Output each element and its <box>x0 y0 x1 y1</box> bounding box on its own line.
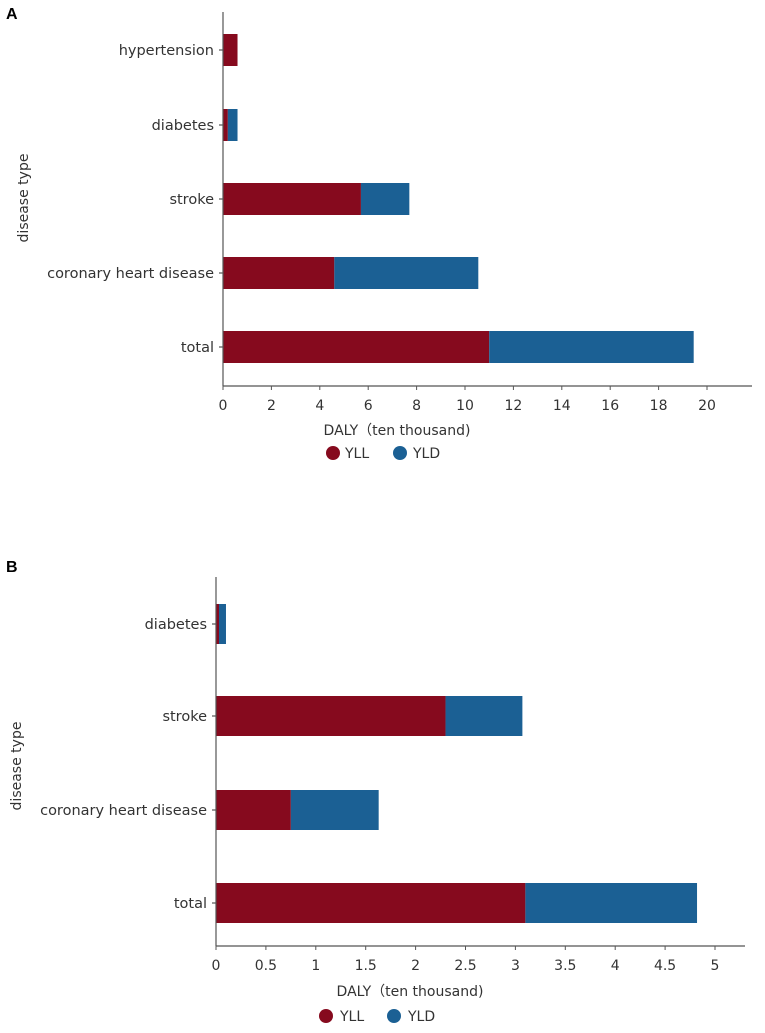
x-tick-label-a-12: 12 <box>504 398 522 414</box>
bar-a-diabetes-yld <box>227 109 238 141</box>
y-tick-label-b-diabetes: diabetes <box>145 617 207 633</box>
x-tick-label-b-4-5: 4.5 <box>654 958 676 974</box>
chart-panel-a: A hypertension diabetes stroke coronary hea… <box>0 0 765 500</box>
legend-label-a-yll: YLL <box>344 446 369 462</box>
x-tick-label-a-0: 0 <box>219 398 228 414</box>
y-axis-title-a: disease type <box>16 154 32 243</box>
bar-a-stroke-yld <box>360 183 410 215</box>
x-axis-title-a: DALY（ten thousand) <box>324 423 471 439</box>
x-tick-label-b-0: 0 <box>212 958 221 974</box>
x-tick-label-a-6: 6 <box>364 398 373 414</box>
y-tick-label-a-diabetes: diabetes <box>152 118 214 134</box>
x-tick-label-b-4: 4 <box>611 958 620 974</box>
chart-a-svg: hypertension diabetes stroke coronary heart… <box>16 12 752 462</box>
legend-label-a-yld: YLD <box>412 446 440 462</box>
x-tick-label-b-1-5: 1.5 <box>355 958 377 974</box>
x-tick-label-b-1: 1 <box>311 958 320 974</box>
bar-a-diabetes-yll <box>223 109 228 141</box>
x-tick-label-a-16: 16 <box>601 398 619 414</box>
y-tick-label-a-hypertension: hypertension <box>119 43 214 59</box>
x-axis-title-b: DALY（ten thousand) <box>337 984 484 1000</box>
legend-marker-a-yld <box>393 446 407 460</box>
x-tick-label-b-5: 5 <box>711 958 720 974</box>
x-tick-label-b-2: 2 <box>411 958 420 974</box>
x-tick-label-a-4: 4 <box>315 398 324 414</box>
x-tick-label-b-0-5: 0.5 <box>255 958 277 974</box>
bar-a-stroke-yll <box>223 183 361 215</box>
bar-b-diabetes-yld <box>218 604 226 644</box>
legend-label-b-yld: YLD <box>407 1009 435 1025</box>
chart-panel-b: B diabetes stroke coronary heart disease to… <box>0 555 765 1033</box>
bar-b-coronary-heart-disease-yld <box>290 790 379 830</box>
x-tick-label-a-10: 10 <box>456 398 474 414</box>
bar-b-diabetes-yll <box>216 604 219 644</box>
y-tick-label-a-stroke: stroke <box>169 192 214 208</box>
bar-a-coronary-heart-disease-yld <box>334 257 479 289</box>
bar-a-total-yll <box>223 331 490 363</box>
bar-a-total-yld <box>489 331 694 363</box>
bar-a-coronary-heart-disease-yll <box>223 257 335 289</box>
chart-b-svg: diabetes stroke coronary heart disease tota… <box>9 577 745 1025</box>
x-tick-label-a-8: 8 <box>412 398 421 414</box>
y-tick-label-b-total: total <box>174 896 207 912</box>
x-tick-label-a-20: 20 <box>698 398 716 414</box>
legend-marker-a-yll <box>326 446 340 460</box>
x-tick-label-b-3-5: 3.5 <box>554 958 576 974</box>
panel-label-a: A <box>6 6 18 23</box>
x-tick-label-a-2: 2 <box>267 398 276 414</box>
bar-a-hypertension-yll <box>223 34 238 66</box>
x-tick-label-b-3: 3 <box>511 958 520 974</box>
legend-label-b-yll: YLL <box>339 1009 364 1025</box>
legend-marker-b-yll <box>319 1009 333 1023</box>
bar-b-stroke-yll <box>216 696 446 736</box>
legend-marker-b-yld <box>387 1009 401 1023</box>
y-tick-label-a-coronary-heart-disease: coronary heart disease <box>47 266 214 282</box>
y-tick-label-a-total: total <box>181 340 214 356</box>
y-tick-label-b-coronary-heart-disease: coronary heart disease <box>40 803 207 819</box>
panel-label-b: B <box>6 559 18 576</box>
y-axis-title-b: disease type <box>9 722 25 811</box>
x-tick-label-a-18: 18 <box>650 398 668 414</box>
y-tick-label-b-stroke: stroke <box>162 709 207 725</box>
bar-b-stroke-yld <box>445 696 523 736</box>
x-tick-label-a-14: 14 <box>553 398 571 414</box>
bar-b-coronary-heart-disease-yll <box>216 790 291 830</box>
x-tick-label-b-2-5: 2.5 <box>454 958 476 974</box>
bar-b-total-yld <box>525 883 698 923</box>
bar-b-total-yll <box>216 883 526 923</box>
